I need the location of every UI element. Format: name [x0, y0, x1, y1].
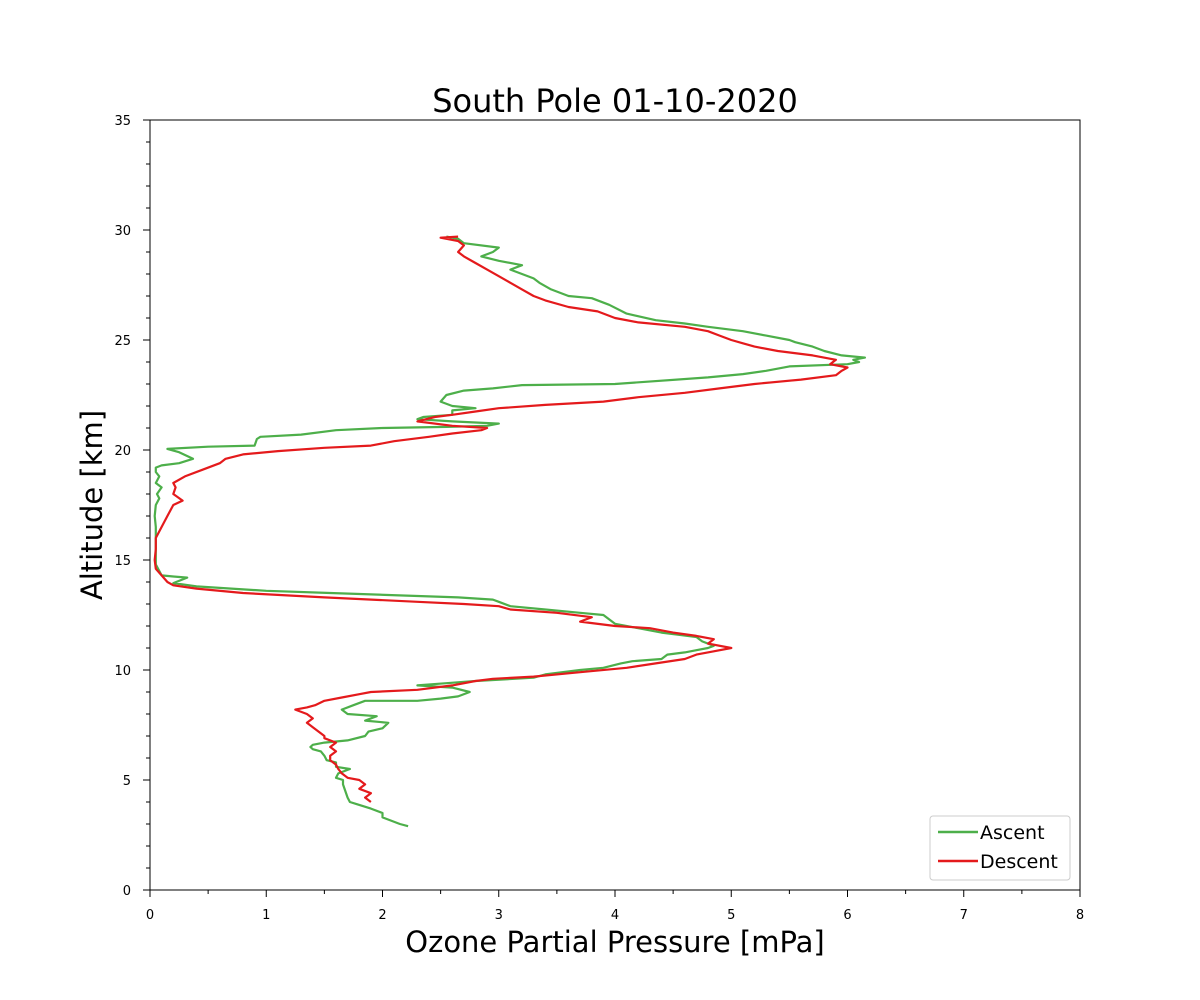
x-axis-label: Ozone Partial Pressure [mPa]: [405, 925, 824, 959]
x-tick-label: 3: [495, 908, 503, 923]
plot-frame: [149, 119, 1081, 891]
x-tick-label: 0: [146, 908, 154, 923]
y-tick-label: 25: [114, 334, 131, 349]
y-tick-label: 30: [114, 224, 131, 239]
series-line-ascent: [153, 235, 866, 828]
x-tick-label: 8: [1076, 908, 1084, 923]
x-axis: 0 1 2 3 4 5 6 7 8: [146, 890, 1084, 923]
legend: Ascent Descent: [929, 815, 1071, 881]
chart-title: South Pole 01-10-2020: [432, 82, 798, 120]
y-tick-label: 35: [114, 114, 131, 129]
y-tick-label: 10: [114, 664, 131, 679]
y-axis-label: Altitude [km]: [75, 410, 109, 600]
y-tick-label: 5: [123, 774, 131, 789]
x-tick-label: 6: [843, 908, 851, 923]
x-tick-label: 5: [727, 908, 735, 923]
x-tick-label: 7: [960, 908, 968, 923]
legend-label-descent: Descent: [980, 851, 1058, 873]
y-tick-label: 20: [114, 444, 131, 459]
x-tick-label: 1: [262, 908, 270, 923]
series-line-descent: [153, 235, 849, 803]
y-axis: 0 5 10 15 20 25 30 35: [114, 114, 150, 899]
y-tick-label: 0: [123, 884, 131, 899]
legend-label-ascent: Ascent: [980, 822, 1045, 844]
x-tick-label: 2: [378, 908, 386, 923]
y-tick-label: 15: [114, 554, 131, 569]
plot-series: [153, 235, 866, 828]
x-tick-label: 4: [611, 908, 619, 923]
